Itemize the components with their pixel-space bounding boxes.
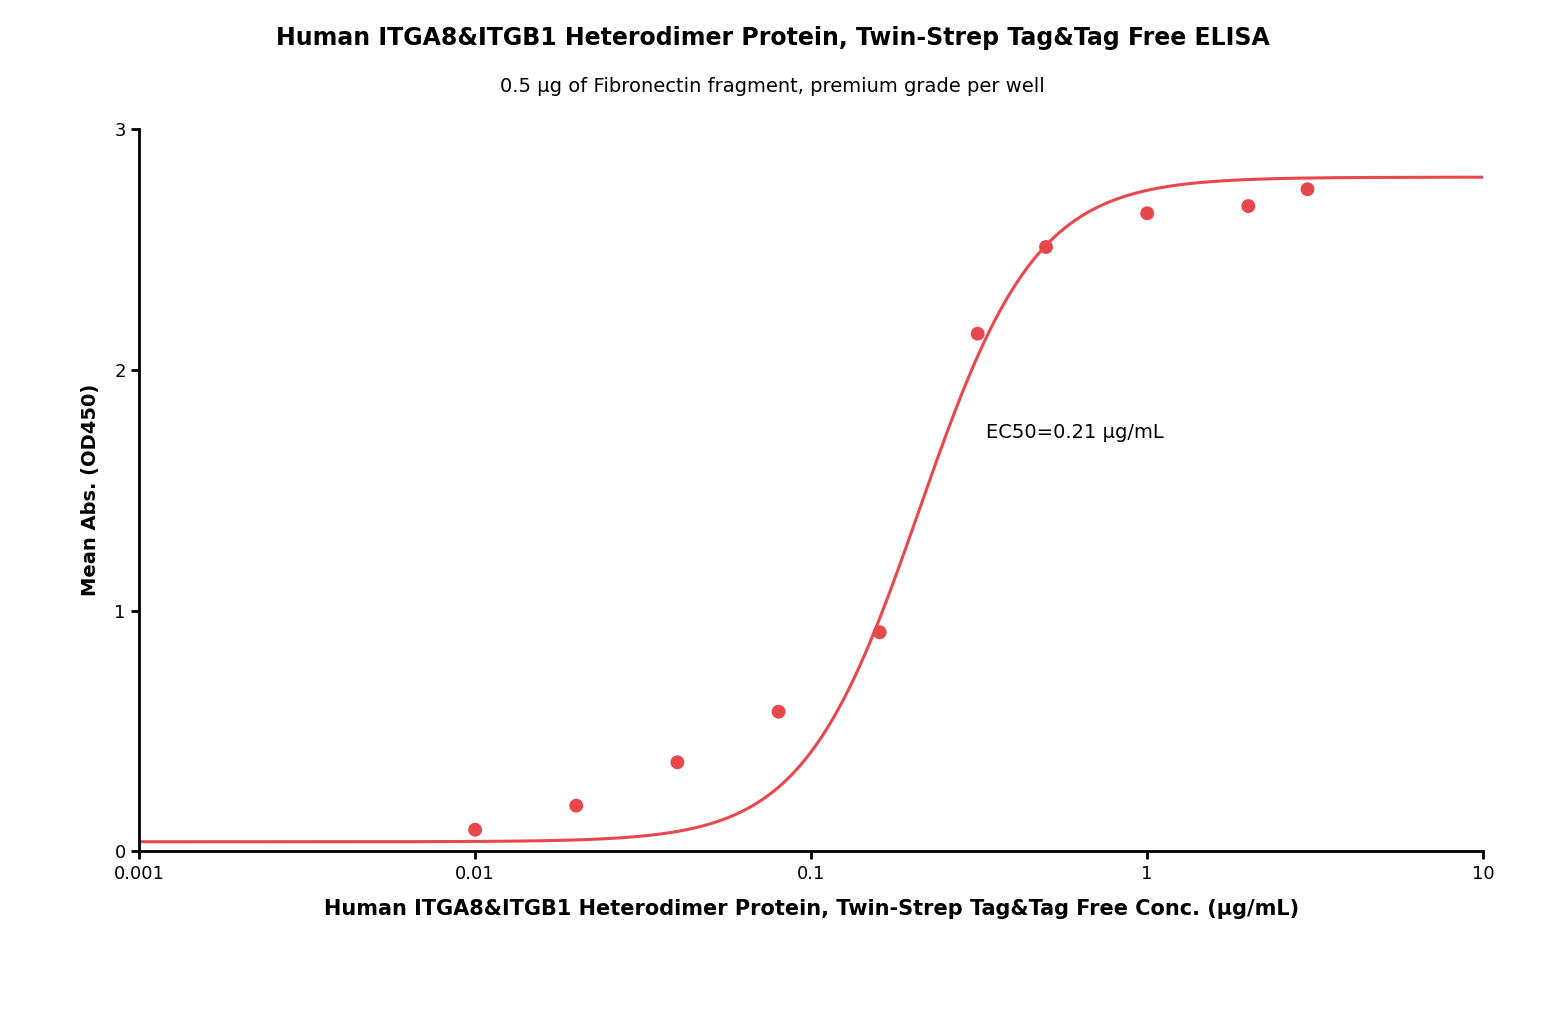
Point [867,624,891,641]
Point [464,821,488,838]
Point [1134,205,1159,222]
Point [1236,198,1261,215]
Point [564,798,589,814]
Text: EC50=0.21 μg/mL: EC50=0.21 μg/mL [986,423,1163,442]
Point [966,325,990,342]
Point [766,704,791,720]
X-axis label: Human ITGA8&ITGB1 Heterodimer Protein, Twin-Strep Tag&Tag Free Conc. (μg/mL): Human ITGA8&ITGB1 Heterodimer Protein, T… [323,899,1299,920]
Text: 0.5 μg of Fibronectin fragment, premium grade per well: 0.5 μg of Fibronectin fragment, premium … [501,77,1044,96]
Text: Human ITGA8&ITGB1 Heterodimer Protein, Twin-Strep Tag&Tag Free ELISA: Human ITGA8&ITGB1 Heterodimer Protein, T… [275,26,1270,50]
Y-axis label: Mean Abs. (OD450): Mean Abs. (OD450) [82,384,100,596]
Point [1034,238,1058,255]
Point [664,754,689,771]
Point [1295,181,1319,197]
